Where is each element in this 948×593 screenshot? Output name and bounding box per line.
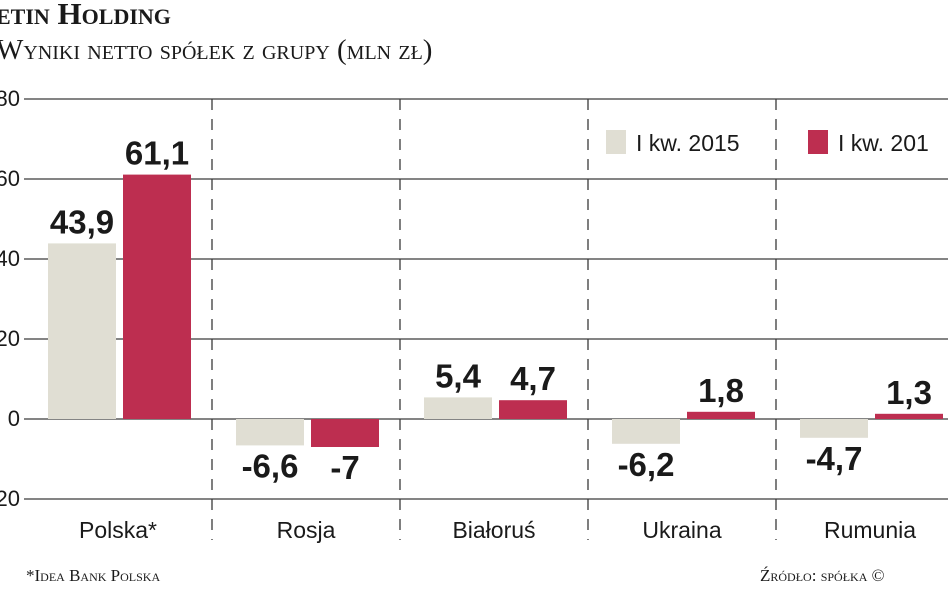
chart-title: etin Holding bbox=[0, 0, 171, 31]
category-label: Rosja bbox=[277, 517, 336, 543]
bar-2015 bbox=[48, 243, 116, 419]
data-label: -6,6 bbox=[242, 447, 299, 484]
y-tick-label: 80 bbox=[0, 86, 20, 111]
bar-2016 bbox=[687, 411, 755, 419]
bar-2015 bbox=[800, 419, 868, 438]
bar-2015 bbox=[424, 397, 492, 419]
bar-2016 bbox=[311, 419, 379, 447]
legend-swatch bbox=[808, 130, 828, 154]
bar-2016 bbox=[875, 413, 943, 419]
footnote: *Idea Bank Polska bbox=[26, 566, 161, 585]
bar-2015 bbox=[236, 419, 304, 446]
data-label: 1,8 bbox=[698, 372, 744, 409]
data-label: -6,2 bbox=[618, 446, 675, 483]
data-label: 43,9 bbox=[50, 203, 114, 240]
legend-label: I kw. 2015 bbox=[636, 130, 740, 156]
category-label: Ukraina bbox=[642, 517, 721, 543]
source-note: Źródło: spółka © bbox=[760, 566, 885, 585]
chart-subtitle: Wyniki netto spółek z grupy (mln zł) bbox=[0, 34, 433, 66]
legend-swatch bbox=[606, 130, 626, 154]
data-label: -4,7 bbox=[806, 440, 863, 477]
y-tick-label: 0 bbox=[8, 406, 20, 431]
bar-2016 bbox=[123, 174, 191, 419]
data-label: 4,7 bbox=[510, 360, 556, 397]
data-label: 61,1 bbox=[125, 135, 189, 172]
bar-2016 bbox=[499, 400, 567, 419]
category-label: Białoruś bbox=[452, 517, 535, 543]
bar-2015 bbox=[612, 419, 680, 444]
data-label: 1,3 bbox=[886, 374, 932, 411]
legend-label: I kw. 201 bbox=[838, 130, 929, 156]
y-tick-label: 40 bbox=[0, 246, 20, 271]
data-label: -7 bbox=[330, 449, 359, 486]
category-label: Polska* bbox=[79, 517, 157, 543]
y-tick-label: 60 bbox=[0, 166, 20, 191]
data-label: 5,4 bbox=[435, 357, 482, 394]
y-tick-label: 20 bbox=[0, 326, 20, 351]
category-label: Rumunia bbox=[824, 517, 916, 543]
y-tick-label: 20 bbox=[0, 486, 20, 511]
